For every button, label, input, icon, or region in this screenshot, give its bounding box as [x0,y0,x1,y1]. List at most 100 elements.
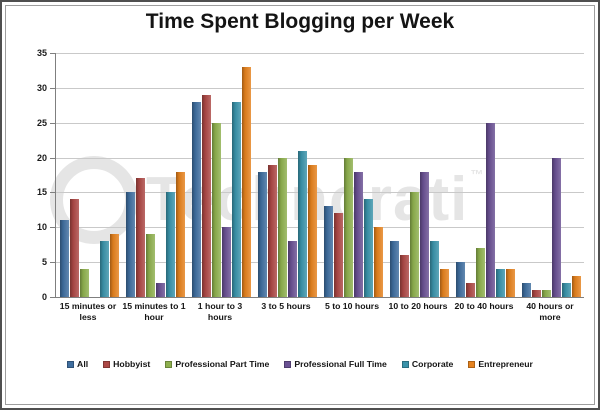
bar-professional-full-time [419,172,429,297]
bar-hobbyist [333,213,343,297]
legend-swatch-icon [401,360,409,368]
legend-item: Professional Part Time [165,359,269,369]
bar-professional-full-time [155,283,165,297]
legend-label: Professional Part Time [175,359,270,369]
legend-label: Professional Full Time [294,359,387,369]
x-axis-label: 5 to 10 hours [324,301,380,311]
bar-corporate [165,192,175,297]
bar-group [254,53,320,297]
bar-entrepreneur [505,269,515,297]
gridline [56,88,584,89]
bar-all [257,172,267,297]
x-axis-label: 40 hours or more [526,301,574,322]
y-axis-label: 15 [36,187,47,197]
bar-hobbyist [465,283,475,297]
legend-item: Corporate [401,359,454,369]
x-axis-label: 10 to 20 hours [388,301,448,311]
bar-corporate [231,102,241,297]
bar-professional-part-time [409,192,419,297]
bar-professional-part-time [475,248,485,297]
gridline [56,227,584,228]
x-axis-category-labels: 15 minutes or less 15 minutes to 1 hour 1 … [55,301,583,323]
gridline [56,53,584,54]
bar-hobbyist [399,255,409,297]
bar-corporate [363,199,373,297]
bar-hobbyist [267,165,277,297]
bar-professional-full-time [287,241,297,297]
y-axis-tick [50,123,55,124]
x-axis-label: 20 to 40 hours [454,301,514,311]
bar-all [389,241,399,297]
bar-group [188,53,254,297]
y-axis-label: 30 [36,83,47,93]
bar-group [386,53,452,297]
bar-professional-part-time [211,123,221,297]
bar-professional-full-time [221,227,231,297]
legend-label: Corporate [411,359,454,369]
gridline [56,158,584,159]
bar-professional-full-time [353,172,363,297]
y-axis-label: 0 [41,292,47,302]
bar-group [122,53,188,297]
bar-entrepreneur [109,234,119,297]
plot-area [55,53,584,298]
legend-swatch-icon [165,360,173,368]
gridline [56,262,584,263]
bar-hobbyist [135,178,145,297]
chart-title: Time Spent Blogging per Week [145,10,455,33]
bar-all [455,262,465,297]
legend-swatch-icon [67,360,75,368]
bar-corporate [429,241,439,297]
bar-professional-part-time [277,158,287,297]
bar-professional-full-time [551,158,561,297]
gridline [56,123,584,124]
gridline [56,192,584,193]
bar-professional-part-time [343,158,353,297]
bar-professional-full-time [485,123,495,297]
bar-group [320,53,386,297]
bar-hobbyist [69,199,79,297]
bar-corporate [561,283,571,297]
bar-corporate [495,269,505,297]
y-axis-label: 35 [36,48,47,58]
bar-corporate [99,241,109,297]
y-axis-tick [50,297,55,298]
x-axis-label: 3 to 5 hours [261,301,311,311]
bar-professional-part-time [79,269,89,297]
legend-label: Entrepreneur [478,359,533,369]
bar-all [59,220,69,297]
bar-group [452,53,518,297]
y-axis-tick [50,262,55,263]
bar-all [191,102,201,297]
bar-professional-part-time [541,290,551,297]
y-axis-tick [50,192,55,193]
bar-hobbyist [531,290,541,297]
x-axis-label: 15 minutes or less [59,301,117,322]
bar-all [125,192,135,297]
legend-label: All [77,359,89,369]
legend-label: Hobbyist [113,359,151,369]
bar-all [521,283,531,297]
x-axis-label: 1 hour to 3 hours [197,301,243,322]
bar-entrepreneur [241,67,251,297]
y-axis-label: 25 [36,118,47,128]
y-axis-label: 10 [36,222,47,232]
bar-entrepreneur [373,227,383,297]
y-axis-label: 20 [36,153,47,163]
legend-swatch-icon [284,360,292,368]
legend-swatch-icon [103,360,111,368]
y-axis-label: 5 [41,257,47,267]
bar-all [323,206,333,297]
bar-entrepreneur [571,276,581,297]
bar-entrepreneur [439,269,449,297]
legend-item: Entrepreneur [468,359,533,369]
x-axis-label: 15 minutes to 1 hour [122,301,186,322]
legend-item: Hobbyist [103,359,150,369]
bar-entrepreneur [175,172,185,297]
legend-swatch-icon [468,360,476,368]
bar-professional-part-time [145,234,155,297]
bar-corporate [297,151,307,297]
legend-item: Professional Full Time [284,359,387,369]
y-axis-tick [50,227,55,228]
y-axis-tick [50,158,55,159]
